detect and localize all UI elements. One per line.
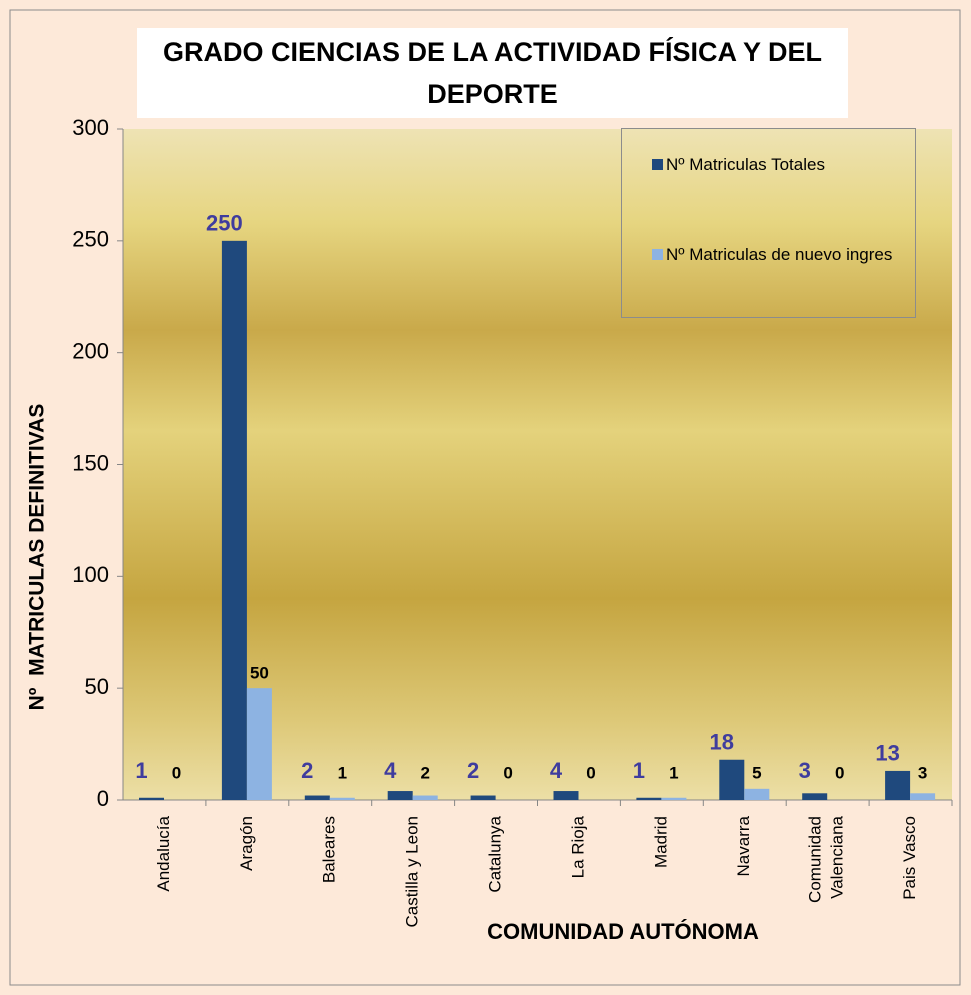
legend-item: Nº Matriculas de nuevo ingres: [652, 241, 902, 269]
data-label: 1: [633, 758, 645, 783]
data-label: 0: [586, 763, 595, 782]
x-tick-label: Madrid: [651, 816, 670, 868]
x-tick-label: Pais Vasco: [900, 816, 919, 900]
data-label: 3: [918, 763, 927, 782]
bar: [744, 788, 770, 800]
bar: [139, 797, 164, 800]
data-label: 0: [172, 763, 181, 782]
x-tick-label: Andalucía: [154, 815, 173, 891]
bar: [329, 797, 355, 800]
x-tick-label: Catalunya: [486, 815, 505, 892]
legend-item: Nº Matriculas Totales: [652, 151, 902, 179]
bar: [719, 759, 745, 800]
legend-label: Nº Matriculas de nuevo ingres: [666, 245, 893, 264]
y-tick-label: 150: [72, 450, 109, 475]
legend-swatch: [652, 159, 663, 170]
bar: [553, 791, 579, 800]
y-tick-label: 0: [97, 786, 109, 811]
x-tick-label: Navarra: [734, 815, 753, 876]
chart-title: GRADO CIENCIAS DE LA ACTIVIDAD FÍSICA Y …: [137, 28, 848, 118]
data-label: 5: [752, 763, 761, 782]
data-label: 18: [710, 730, 734, 755]
x-tick-label: Aragón: [237, 816, 256, 871]
data-label: 2: [301, 758, 313, 783]
data-label: 1: [135, 758, 147, 783]
data-label: 4: [550, 758, 563, 783]
data-label: 1: [669, 763, 678, 782]
y-tick-label: 250: [72, 227, 109, 252]
data-label: 50: [250, 664, 269, 683]
legend-label: Nº Matriculas Totales: [666, 155, 825, 174]
data-label: 250: [206, 211, 243, 236]
chart-border: [9, 9, 961, 986]
data-label: 13: [875, 741, 899, 766]
bar: [802, 793, 828, 800]
x-tick-label: Comunidad Valenciana: [806, 815, 847, 902]
y-axis-title: Nº MATRICULAS DEFINITIVAS: [26, 404, 49, 711]
bar: [387, 791, 413, 800]
data-label: 0: [503, 763, 512, 782]
bar: [470, 795, 496, 800]
data-label: 4: [384, 758, 397, 783]
bar: [910, 793, 936, 800]
bar: [304, 795, 330, 800]
y-tick-label: 50: [85, 674, 109, 699]
bar: [661, 797, 687, 800]
bar: [636, 797, 662, 800]
x-tick-label: La Rioja: [568, 815, 587, 878]
y-tick-label: 300: [72, 115, 109, 140]
data-label: 2: [420, 763, 429, 782]
legend: Nº Matriculas Totales Nº Matriculas de nu…: [621, 128, 916, 318]
y-tick-label: 100: [72, 562, 109, 587]
legend-swatch: [652, 249, 663, 260]
x-tick-label: Castilla y Leon: [403, 816, 422, 928]
y-tick-label: 200: [72, 338, 109, 363]
x-tick-label: Baleares: [320, 816, 339, 883]
x-axis-title: COMUNIDAD AUTÓNOMA: [487, 919, 759, 944]
data-label: 1: [338, 763, 347, 782]
bar: [412, 795, 438, 800]
data-label: 0: [835, 763, 844, 782]
bar: [246, 688, 272, 800]
data-label: 2: [467, 758, 479, 783]
data-label: 3: [799, 758, 811, 783]
bar: [885, 770, 911, 800]
bar: [221, 240, 247, 801]
